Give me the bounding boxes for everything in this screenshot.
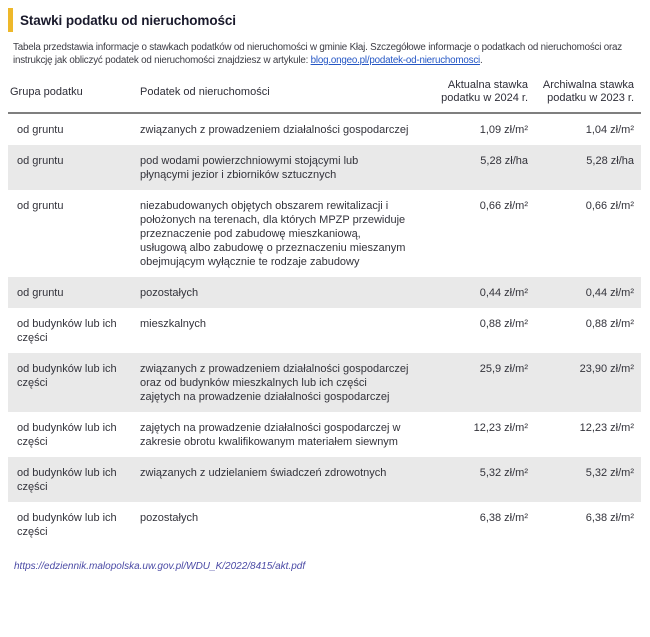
column-header-archive-rate-2023: Archiwalna stawka podatku w 2023 r.: [542, 79, 634, 104]
accent-bar: [8, 8, 13, 32]
cell-rate-2024: 1,09 zł/m²: [479, 123, 528, 136]
cell-tax-group: od budynków lub ich części: [17, 511, 117, 538]
cell-description: pod wodami powierzchniowymi stojącymi lu…: [140, 154, 359, 181]
table-row: od gruntu pozostałych 0,44 zł/m² 0,44 zł…: [8, 277, 641, 308]
cell-description: związanych z prowadzeniem działalności g…: [140, 362, 409, 403]
tax-rates-table: Grupa podatku Podatek od nieruchomości A…: [8, 79, 641, 547]
column-header-current-rate-2024: Aktualna stawka podatku w 2024 r.: [441, 79, 528, 104]
cell-rate-2024: 25,9 zł/m²: [479, 362, 528, 375]
column-header-tax-group: Grupa podatku: [10, 85, 83, 98]
page-title: Stawki podatku od nieruchomości: [20, 12, 236, 28]
cell-tax-group: od budynków lub ich części: [17, 317, 117, 344]
intro-period: .: [480, 54, 483, 66]
cell-rate-2024: 5,28 zł/ha: [480, 154, 528, 167]
table-row: od budynków lub ich części zajętych na p…: [8, 412, 641, 457]
intro-text: Tabela przedstawia informacje o stawkach…: [13, 42, 622, 66]
cell-rate-2023: 0,88 zł/m²: [585, 317, 634, 330]
cell-tax-group: od gruntu: [17, 286, 64, 299]
cell-rate-2023: 5,28 zł/ha: [586, 154, 634, 167]
cell-tax-group: od budynków lub ich części: [17, 421, 117, 448]
cell-rate-2023: 23,90 zł/m²: [579, 362, 634, 375]
cell-rate-2023: 5,32 zł/m²: [585, 466, 634, 479]
cell-description: związanych z udzielaniem świadczeń zdrow…: [140, 466, 387, 479]
cell-rate-2023: 0,66 zł/m²: [585, 199, 634, 212]
table-body: od gruntu związanych z prowadzeniem dzia…: [8, 114, 641, 547]
cell-rate-2024: 0,66 zł/m²: [479, 199, 528, 212]
cell-tax-group: od gruntu: [17, 154, 64, 167]
cell-tax-group: od gruntu: [17, 199, 64, 212]
cell-rate-2024: 0,88 zł/m²: [479, 317, 528, 330]
cell-description: niezabudowanych objętych obszarem rewita…: [140, 199, 406, 268]
cell-description: mieszkalnych: [140, 317, 207, 330]
cell-rate-2024: 12,23 zł/m²: [473, 421, 528, 434]
cell-description: pozostałych: [140, 286, 199, 299]
intro-paragraph: Tabela przedstawia informacje o stawkach…: [13, 42, 645, 67]
table-row: od budynków lub ich części mieszkalnych …: [8, 308, 641, 353]
cell-rate-2023: 1,04 zł/m²: [585, 123, 634, 136]
cell-rate-2024: 5,32 zł/m²: [479, 466, 528, 479]
table-row: od budynków lub ich części związanych z …: [8, 457, 641, 502]
table-header-row: Grupa podatku Podatek od nieruchomości A…: [8, 79, 641, 114]
table-row: od budynków lub ich części związanych z …: [8, 353, 641, 412]
cell-rate-2023: 6,38 zł/m²: [585, 511, 634, 524]
table-row: od budynków lub ich części pozostałych 6…: [8, 502, 641, 547]
table-row: od gruntu związanych z prowadzeniem dzia…: [8, 114, 641, 145]
cell-rate-2023: 12,23 zł/m²: [579, 421, 634, 434]
article-link[interactable]: blog.ongeo.pl/podatek-od-nieruchomosci: [310, 54, 481, 66]
table-row: od gruntu pod wodami powierzchniowymi st…: [8, 145, 641, 190]
cell-description: związanych z prowadzeniem działalności g…: [140, 123, 409, 136]
cell-tax-group: od budynków lub ich części: [17, 466, 117, 493]
cell-description: zajętych na prowadzenie działalności gos…: [140, 421, 401, 448]
cell-rate-2024: 0,44 zł/m²: [479, 286, 528, 299]
cell-description: pozostałych: [140, 511, 199, 524]
column-header-property-tax: Podatek od nieruchomości: [140, 85, 270, 98]
table-row: od gruntu niezabudowanych objętych obsza…: [8, 190, 641, 277]
page-header: Stawki podatku od nieruchomości: [8, 8, 650, 32]
tax-rates-page: Stawki podatku od nieruchomości Tabela p…: [8, 8, 650, 572]
cell-rate-2023: 0,44 zł/m²: [585, 286, 634, 299]
cell-tax-group: od gruntu: [17, 123, 64, 136]
source-link[interactable]: https://edziennik.malopolska.uw.gov.pl/W…: [14, 561, 306, 572]
cell-tax-group: od budynków lub ich części: [17, 362, 117, 389]
cell-rate-2024: 6,38 zł/m²: [479, 511, 528, 524]
